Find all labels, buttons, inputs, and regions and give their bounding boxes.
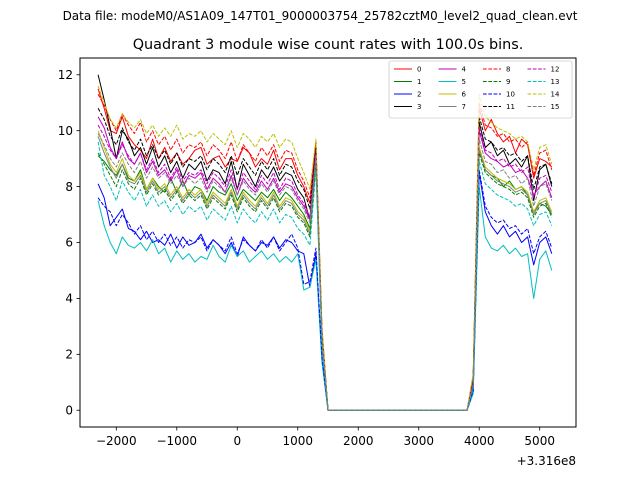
- x-tick-label: 0: [233, 434, 241, 448]
- legend-label-3: 3: [417, 103, 421, 111]
- x-axis: −2000 −1000 0 1000 2000 3000 4000 5000: [96, 427, 555, 448]
- series-line-14: [97, 85, 553, 411]
- legend-label-4: 4: [462, 66, 467, 74]
- legend-label-0: 0: [417, 66, 421, 74]
- legend-label-11: 11: [506, 103, 515, 111]
- legend-box: [388, 60, 573, 119]
- y-tick-label: 2: [65, 348, 73, 362]
- y-tick-label: 4: [65, 292, 73, 306]
- x-offset-label: +3.316e8: [517, 454, 576, 468]
- legend-label-8: 8: [506, 66, 510, 74]
- y-tick-label: 10: [58, 124, 73, 138]
- legend-label-7: 7: [462, 103, 466, 111]
- legend-label-14: 14: [551, 91, 560, 99]
- legend-label-12: 12: [551, 66, 560, 74]
- legend-label-1: 1: [417, 78, 421, 86]
- legend-label-6: 6: [462, 91, 467, 99]
- x-tick-label: −1000: [156, 434, 197, 448]
- x-tick-label: 1000: [282, 434, 313, 448]
- legend-label-2: 2: [417, 91, 421, 99]
- chart-title: Quadrant 3 module wise count rates with …: [133, 37, 524, 53]
- y-tick-label: 12: [58, 68, 73, 82]
- y-axis: 0 2 4 6 8 10 12: [58, 68, 80, 417]
- y-tick-label: 0: [65, 403, 73, 417]
- x-tick-label: 3000: [403, 434, 434, 448]
- x-tick-label: 2000: [343, 434, 374, 448]
- legend-label-15: 15: [551, 103, 560, 111]
- legend-label-10: 10: [506, 91, 515, 99]
- legend-label-13: 13: [551, 78, 560, 86]
- plot-area: [97, 74, 553, 411]
- x-tick-label: −2000: [96, 434, 137, 448]
- x-tick-label: 4000: [464, 434, 495, 448]
- series-line-8: [97, 94, 553, 411]
- y-tick-label: 6: [65, 236, 73, 250]
- series-line-15: [97, 133, 553, 411]
- legend-label-5: 5: [462, 78, 466, 86]
- y-tick-label: 8: [65, 180, 73, 194]
- figure-suptitle: Data file: modeM0/AS1A09_147T01_90000037…: [63, 9, 578, 23]
- x-tick-label: 5000: [524, 434, 555, 448]
- legend-label-9: 9: [506, 78, 510, 86]
